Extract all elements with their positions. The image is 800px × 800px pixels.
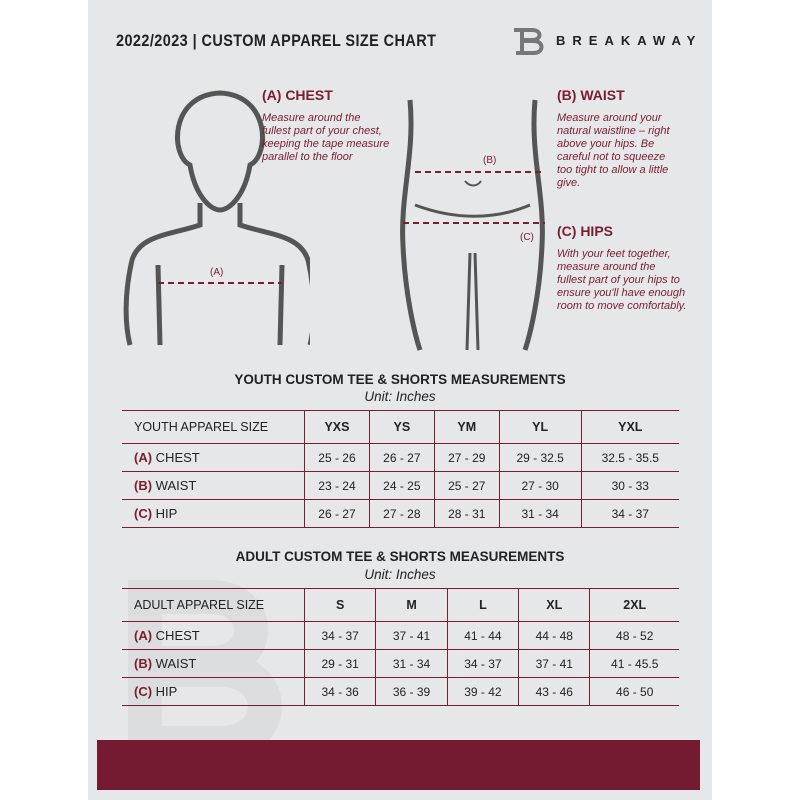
row-name: HIP <box>155 506 178 521</box>
header-label: ADULT APPAREL SIZE <box>122 588 305 622</box>
table-cell: 25 - 27 <box>433 471 500 500</box>
chest-description: Measure around the fullest part of your … <box>262 112 390 163</box>
table-cell: 34 - 37 <box>580 499 679 528</box>
adult-table-title: ADULT CUSTOM TEE & SHORTS MEASUREMENTS <box>235 549 565 564</box>
hips-heading: (C) HIPS <box>557 223 613 239</box>
table-cell: 26 - 27 <box>368 443 435 472</box>
table-cell: 34 - 37 <box>303 621 376 650</box>
row-label: (C) <box>134 506 153 521</box>
size-header: 2XL <box>589 588 679 622</box>
row-label: (B) <box>134 478 153 493</box>
chest-figure-illustration: (A) <box>123 90 310 346</box>
table-row-hip: (C) HIP 34 - 36 36 - 39 39 - 42 43 - 46 46 - … <box>122 677 679 706</box>
table-cell: 37 - 41 <box>375 621 448 650</box>
table-cell: 26 - 27 <box>304 499 370 528</box>
table-cell: 23 - 24 <box>304 471 370 500</box>
table-cell: (A) CHEST <box>122 621 305 650</box>
table-row-waist: (B) WAIST 23 - 24 24 - 25 25 - 27 27 - 30 30 … <box>122 471 679 500</box>
row-name: CHEST <box>155 450 200 465</box>
row-name: WAIST <box>155 656 197 671</box>
table-cell: 34 - 37 <box>446 649 519 678</box>
table-cell: 41 - 45.5 <box>589 649 679 678</box>
size-header: YM <box>433 410 500 444</box>
size-header: M <box>375 588 448 622</box>
size-header: S <box>303 588 376 622</box>
adult-unit: Unit: Inches <box>364 567 436 582</box>
table-cell: 44 - 48 <box>518 621 590 650</box>
size-header: YL <box>498 410 582 444</box>
table-cell: 36 - 39 <box>375 677 448 706</box>
table-cell: 41 - 44 <box>446 621 519 650</box>
footer-bar <box>97 740 700 790</box>
waist-description: Measure around your natural waistline – … <box>557 112 670 189</box>
size-header: YXL <box>580 410 679 444</box>
table-cell: 39 - 42 <box>446 677 519 706</box>
table-cell: 29 - 31 <box>303 649 376 678</box>
row-name: WAIST <box>155 478 197 493</box>
chest-marker: (A) <box>210 267 223 278</box>
row-label: (A) <box>134 450 153 465</box>
row-label: (A) <box>134 628 153 643</box>
table-cell: 31 - 34 <box>498 499 582 528</box>
table-header-row: ADULT APPAREL SIZE S M L XL 2XL <box>122 588 679 622</box>
adult-size-table: ADULT APPAREL SIZE S M L XL 2XL (A) CHEST 34 -… <box>122 588 679 706</box>
table-cell: 31 - 34 <box>375 649 448 678</box>
waist-hips-figure-illustration: (B) (C) <box>400 99 545 351</box>
table-cell: 32.5 - 35.5 <box>580 443 679 472</box>
page-title: 2022/2023 | CUSTOM APPAREL SIZE CHART <box>116 31 437 50</box>
table-cell: 27 - 30 <box>498 471 582 500</box>
hips-marker: (C) <box>520 232 534 243</box>
youth-unit: Unit: Inches <box>364 389 436 404</box>
table-row-chest: (A) CHEST 25 - 26 26 - 27 27 - 29 29 - 32.5 3… <box>122 443 679 472</box>
table-row-chest: (A) CHEST 34 - 37 37 - 41 41 - 44 44 - 48 48 … <box>122 621 679 650</box>
table-cell: (B) WAIST <box>122 471 305 500</box>
row-name: CHEST <box>155 628 200 643</box>
header-label: YOUTH APPAREL SIZE <box>122 410 305 444</box>
row-label: (C) <box>134 684 153 699</box>
table-cell: 34 - 36 <box>303 677 376 706</box>
size-header: YS <box>368 410 435 444</box>
youth-size-table: YOUTH APPAREL SIZE YXS YS YM YL YXL (A) CHEST… <box>122 410 679 528</box>
table-cell: 43 - 46 <box>518 677 590 706</box>
table-cell: 37 - 41 <box>518 649 590 678</box>
table-cell: 27 - 29 <box>433 443 500 472</box>
table-cell: 46 - 50 <box>589 677 679 706</box>
chest-heading: (A) CHEST <box>262 87 333 103</box>
table-cell: (C) HIP <box>122 677 305 706</box>
table-cell: 28 - 31 <box>433 499 500 528</box>
waist-marker: (B) <box>483 155 496 166</box>
size-header: XL <box>518 588 590 622</box>
table-row-hip: (C) HIP 26 - 27 27 - 28 28 - 31 31 - 34 34 - … <box>122 499 679 528</box>
table-cell: 29 - 32.5 <box>498 443 582 472</box>
table-cell: 24 - 25 <box>368 471 435 500</box>
youth-table-title: YOUTH CUSTOM TEE & SHORTS MEASUREMENTS <box>234 372 566 387</box>
row-name: HIP <box>155 684 178 699</box>
table-header-row: YOUTH APPAREL SIZE YXS YS YM YL YXL <box>122 410 679 444</box>
table-cell: 27 - 28 <box>368 499 435 528</box>
size-header: YXS <box>304 410 370 444</box>
table-cell: (C) HIP <box>122 499 305 528</box>
waist-heading: (B) WAIST <box>557 87 625 103</box>
breakaway-logo-icon <box>514 28 544 55</box>
row-label: (B) <box>134 656 153 671</box>
table-cell: 25 - 26 <box>304 443 370 472</box>
size-header: L <box>446 588 519 622</box>
table-cell: 48 - 52 <box>589 621 679 650</box>
table-row-waist: (B) WAIST 29 - 31 31 - 34 34 - 37 37 - 41 41 … <box>122 649 679 678</box>
table-cell: (A) CHEST <box>122 443 305 472</box>
hips-description: With your feet together, measure around … <box>557 248 687 312</box>
table-cell: (B) WAIST <box>122 649 305 678</box>
brand-name: BREAKAWAY <box>556 33 703 48</box>
table-cell: 30 - 33 <box>580 471 679 500</box>
